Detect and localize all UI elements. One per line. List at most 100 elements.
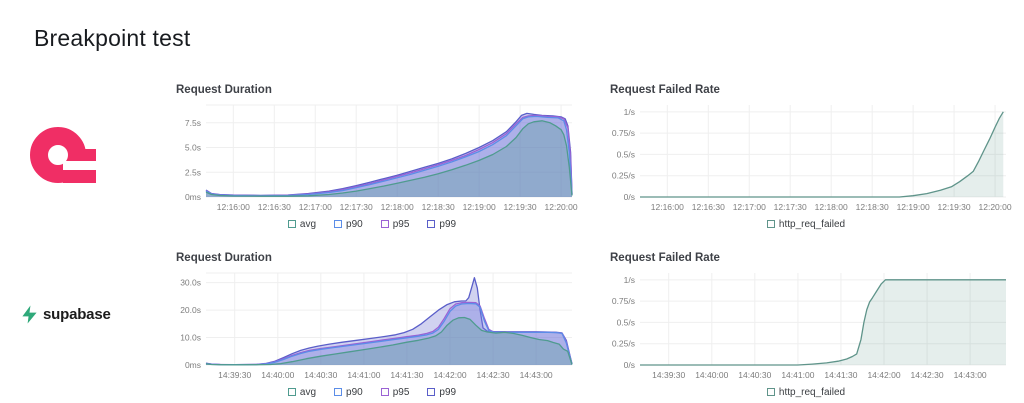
svg-text:14:40:30: 14:40:30 <box>738 370 771 380</box>
legend-swatch <box>287 388 296 396</box>
appwrite-logo <box>30 126 96 184</box>
svg-text:20.0s: 20.0s <box>180 305 201 315</box>
svg-text:14:42:30: 14:42:30 <box>911 370 944 380</box>
legend-item-p99[interactable]: p99 <box>427 387 456 398</box>
svg-text:12:16:30: 12:16:30 <box>258 202 291 212</box>
chart-title: Request Failed Rate <box>610 84 720 96</box>
legend-label: p90 <box>346 386 363 398</box>
svg-text:0.75/s: 0.75/s <box>612 128 635 138</box>
legend-swatch <box>427 220 436 228</box>
svg-text:12:18:00: 12:18:00 <box>815 202 848 212</box>
svg-text:12:17:30: 12:17:30 <box>340 202 373 212</box>
legend-swatch <box>334 220 343 228</box>
svg-text:0/s: 0/s <box>624 360 635 370</box>
legend-swatch <box>766 220 775 228</box>
chart-plot-area: 0/s 0.25/s 0.5/s 0.75/s 1/s 12:16:00 12:16:30 1… <box>612 105 1012 212</box>
svg-text:14:43:00: 14:43:00 <box>954 370 987 380</box>
supabase-bolt-icon <box>22 305 37 324</box>
chart-title: Request Duration <box>176 252 272 264</box>
chart-legend: avg p90 p95 p99 <box>162 216 582 232</box>
svg-text:14:42:30: 14:42:30 <box>477 370 510 380</box>
svg-text:10.0s: 10.0s <box>180 333 201 343</box>
svg-text:0.25/s: 0.25/s <box>612 171 635 181</box>
svg-text:12:17:00: 12:17:00 <box>733 202 766 212</box>
svg-text:0ms: 0ms <box>185 360 201 370</box>
page-title: Breakpoint test <box>34 25 191 52</box>
svg-text:12:18:30: 12:18:30 <box>422 202 455 212</box>
legend-swatch <box>766 388 775 396</box>
svg-text:12:17:00: 12:17:00 <box>299 202 332 212</box>
svg-text:0.5/s: 0.5/s <box>617 149 635 159</box>
svg-text:30.0s: 30.0s <box>180 278 201 288</box>
svg-text:14:39:30: 14:39:30 <box>218 370 251 380</box>
svg-text:5.0s: 5.0s <box>185 143 201 153</box>
svg-text:0ms: 0ms <box>185 192 201 202</box>
appwrite-logo-icon <box>30 127 96 183</box>
legend-item-p90[interactable]: p90 <box>334 219 363 230</box>
legend-item-avg[interactable]: avg <box>287 386 317 398</box>
legend-item-p90[interactable]: p90 <box>334 387 363 398</box>
svg-text:12:16:00: 12:16:00 <box>217 202 250 212</box>
svg-text:14:41:00: 14:41:00 <box>781 370 814 380</box>
legend-swatch <box>334 388 343 396</box>
chart-plot-area: 0ms 2.5s 5.0s 7.5s 12:16:00 12:16:30 12:17:00 1… <box>185 104 578 212</box>
svg-text:1/s: 1/s <box>624 275 635 285</box>
legend-item-http_req_failed[interactable]: http_req_failed <box>766 386 846 398</box>
legend-label: avg <box>299 386 317 398</box>
legend-item-avg[interactable]: avg <box>287 218 317 230</box>
svg-text:14:39:30: 14:39:30 <box>652 370 685 380</box>
svg-text:14:40:00: 14:40:00 <box>261 370 294 380</box>
chart-title: Request Duration <box>176 84 272 96</box>
chart-legend: http_req_failed <box>596 216 1016 232</box>
supabase-logo: supabase <box>21 305 111 324</box>
svg-text:12:20:00: 12:20:00 <box>979 202 1012 212</box>
chart-legend: avg p90 p95 p99 <box>162 384 582 400</box>
svg-text:12:17:30: 12:17:30 <box>774 202 807 212</box>
legend-label: p95 <box>392 218 410 230</box>
legend-label: http_req_failed <box>778 218 846 230</box>
svg-text:14:43:00: 14:43:00 <box>520 370 553 380</box>
svg-text:14:40:30: 14:40:30 <box>304 370 337 380</box>
legend-item-p95[interactable]: p95 <box>380 386 410 398</box>
svg-text:14:42:00: 14:42:00 <box>433 370 466 380</box>
chart-panel-appwrite-request-duration: Request Duration 0ms 2.5s 5.0s 7.5s 12:16:00… <box>162 82 582 234</box>
svg-text:12:16:00: 12:16:00 <box>651 202 684 212</box>
svg-text:14:41:30: 14:41:30 <box>824 370 857 380</box>
svg-text:1/s: 1/s <box>624 107 635 117</box>
svg-text:0.25/s: 0.25/s <box>612 339 635 349</box>
svg-text:12:16:30: 12:16:30 <box>692 202 725 212</box>
svg-text:0/s: 0/s <box>624 192 635 202</box>
svg-text:12:20:00: 12:20:00 <box>545 202 578 212</box>
legend-label: http_req_failed <box>778 386 846 398</box>
svg-text:12:19:00: 12:19:00 <box>463 202 496 212</box>
svg-text:12:19:30: 12:19:30 <box>938 202 971 212</box>
legend-item-p95[interactable]: p95 <box>380 218 410 230</box>
legend-swatch <box>380 220 389 228</box>
legend-label: p99 <box>439 386 457 398</box>
supabase-wordmark: supabase <box>43 306 111 323</box>
legend-item-p99[interactable]: p99 <box>427 219 456 230</box>
legend-label: p90 <box>346 218 363 230</box>
svg-text:0.5/s: 0.5/s <box>617 317 635 327</box>
svg-text:14:41:00: 14:41:00 <box>347 370 380 380</box>
legend-label: p99 <box>439 218 457 230</box>
legend-label: avg <box>299 218 317 230</box>
svg-text:12:18:30: 12:18:30 <box>856 202 889 212</box>
legend-swatch <box>287 220 296 228</box>
svg-text:12:19:00: 12:19:00 <box>897 202 930 212</box>
legend-swatch <box>427 388 436 396</box>
chart-plot-area: 0ms 10.0s 20.0s 30.0s 14:39:30 14:40:00 14:40:… <box>180 272 573 380</box>
chart-plot-area: 0/s 0.25/s 0.5/s 0.75/s 1/s 14:39:30 14:40:00 1… <box>612 273 1006 380</box>
chart-panel-supabase-request-failed-rate: Request Failed Rate 0/s 0.25/s 0.5/s 0.75/s… <box>596 250 1016 402</box>
svg-text:12:18:00: 12:18:00 <box>381 202 414 212</box>
svg-text:14:40:00: 14:40:00 <box>695 370 728 380</box>
legend-item-http_req_failed[interactable]: http_req_failed <box>766 218 846 230</box>
svg-text:14:42:00: 14:42:00 <box>867 370 900 380</box>
svg-text:0.75/s: 0.75/s <box>612 296 635 306</box>
legend-label: p95 <box>392 386 410 398</box>
svg-text:12:19:30: 12:19:30 <box>504 202 537 212</box>
chart-legend: http_req_failed <box>596 384 1016 400</box>
chart-panel-supabase-request-duration: Request Duration 0ms 10.0s 20.0s 30.0s 14:39… <box>162 250 582 402</box>
chart-panel-appwrite-request-failed-rate: Request Failed Rate 0/s 0.25/s 0.5/s 0.75/s… <box>596 82 1016 234</box>
